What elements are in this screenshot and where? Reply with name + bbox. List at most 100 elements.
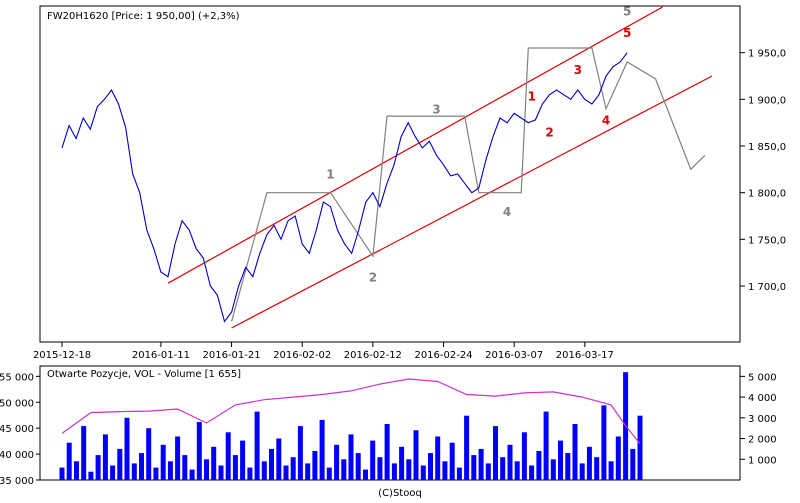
price-series-line [61,52,628,323]
volume-bar [471,455,477,480]
volume-bar [276,438,282,480]
volume-bar [225,432,231,480]
volume-bar [391,463,397,480]
volume-bar [514,461,520,480]
volume-bar [95,455,101,480]
volume-bar [406,459,412,480]
volume-bar [550,459,556,480]
price-x-tick-label: 2015-12-18 [33,350,91,361]
volume-bar [565,453,571,480]
price-y-ticks: 1 950,0 1 900,0 1 850,0 1 800,0 1 750,0 1 700… [740,49,786,293]
volume-right-tick-label: 3 000 [748,414,777,425]
price-x-tick-label: 2016-02-24 [414,350,472,361]
volume-bar [485,463,491,480]
volume-bar [59,467,65,480]
price-x-tick-label: 2016-03-07 [485,350,543,361]
price-series-group [61,52,628,323]
wave-label: 4 [602,114,610,128]
price-y-tick-label: 1 750,0 [748,235,786,246]
volume-bar [543,411,549,480]
price-x-tick-label: 2016-01-21 [203,350,261,361]
volume-right-tick-label: 1 000 [748,455,777,466]
volume-bar [572,424,578,480]
wave-label: 3 [574,63,582,77]
volume-bar [449,442,455,480]
volume-bar [420,465,426,480]
volume-bar [637,415,643,480]
volume-left-tick-label: 35 000 [0,476,34,487]
volume-bar [399,446,405,480]
volume-bar [608,461,614,480]
volume-bar [81,426,87,480]
volume-bar [139,453,144,480]
volume-bar [102,434,108,480]
channel-line-lower [231,75,713,329]
volume-bar [131,463,137,480]
volume-bar [153,467,159,480]
volume-left-tick-label: 50 000 [0,398,34,409]
volume-bar [269,448,274,480]
volume-bar [74,461,79,480]
price-x-ticks: 2015-12-18 2016-01-11 2016-01-21 2016-02-02… [33,342,614,361]
volume-bar [456,467,462,480]
open-interest-group [61,378,641,445]
volume-bar [240,440,246,480]
volume-bar [290,457,296,480]
volume-bar [341,459,347,480]
volume-bar [536,451,542,480]
price-channel-lines [167,6,713,329]
volume-bar [579,463,585,480]
volume-bar [355,453,361,480]
volume-bar [428,453,433,480]
volume-right-ticks: 5 000 4 000 3 000 2 000 1 000 [740,372,777,466]
volume-bar [117,448,123,480]
price-y-tick-label: 1 700,0 [748,282,786,293]
volume-bar [500,457,506,480]
wave-label: 1 [528,89,536,103]
volume-left-tick-label: 55 000 [0,372,34,383]
volume-bar [218,465,224,480]
volume-bar [601,405,607,480]
price-x-tick-label: 2016-03-17 [556,350,614,361]
price-y-tick-label: 1 950,0 [748,49,786,60]
volume-bar [204,459,209,480]
wave-label: 3 [432,102,440,116]
volume-right-tick-label: 2 000 [748,435,777,446]
price-x-tick-label: 2016-02-12 [344,350,402,361]
volume-bar [189,469,195,480]
volume-left-tick-label: 40 000 [0,450,34,461]
wave-label: 2 [545,126,553,140]
volume-bar [363,469,368,480]
volume-bar [464,415,470,480]
wave-label: 5 [623,26,631,40]
volume-bar [442,461,448,480]
volume-bar [124,417,130,480]
volume-bar [348,434,354,480]
volume-bar [305,463,311,480]
volume-bar [319,419,325,480]
volume-bar [413,430,419,480]
price-y-tick-label: 1 850,0 [748,142,786,153]
price-x-tick-label: 2016-01-11 [132,350,190,361]
volume-bar [630,448,636,480]
volume-right-tick-label: 4 000 [748,393,777,404]
volume-right-tick-label: 5 000 [748,372,777,383]
volume-left-tick-label: 45 000 [0,424,34,435]
volume-bar [334,444,340,480]
volume-bar [297,426,303,480]
wave-label: 4 [503,205,511,219]
volume-bar [167,461,173,480]
volume-bar [196,422,202,480]
open-interest-line [61,378,641,445]
price-wave-path [231,47,706,322]
volume-bar [507,444,513,480]
volume-bar [211,446,217,480]
price-y-tick-label: 1 800,0 [748,189,786,200]
volume-bar [529,465,535,480]
price-chart-title: FW20H1620 [Price: 1 950,00] (+2,3%) [47,11,240,22]
volume-bar [435,436,441,480]
volume-bar [312,451,318,480]
volume-bar [478,448,484,480]
